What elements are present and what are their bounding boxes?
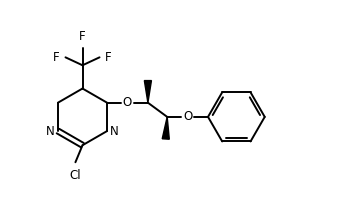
Text: O: O [183,110,192,123]
Text: F: F [53,51,60,64]
Polygon shape [162,117,169,139]
Text: N: N [110,124,119,138]
Text: F: F [105,51,112,64]
Text: Cl: Cl [69,169,81,182]
Polygon shape [144,81,151,103]
Text: F: F [79,30,86,43]
Text: O: O [123,96,132,109]
Text: N: N [46,124,55,138]
